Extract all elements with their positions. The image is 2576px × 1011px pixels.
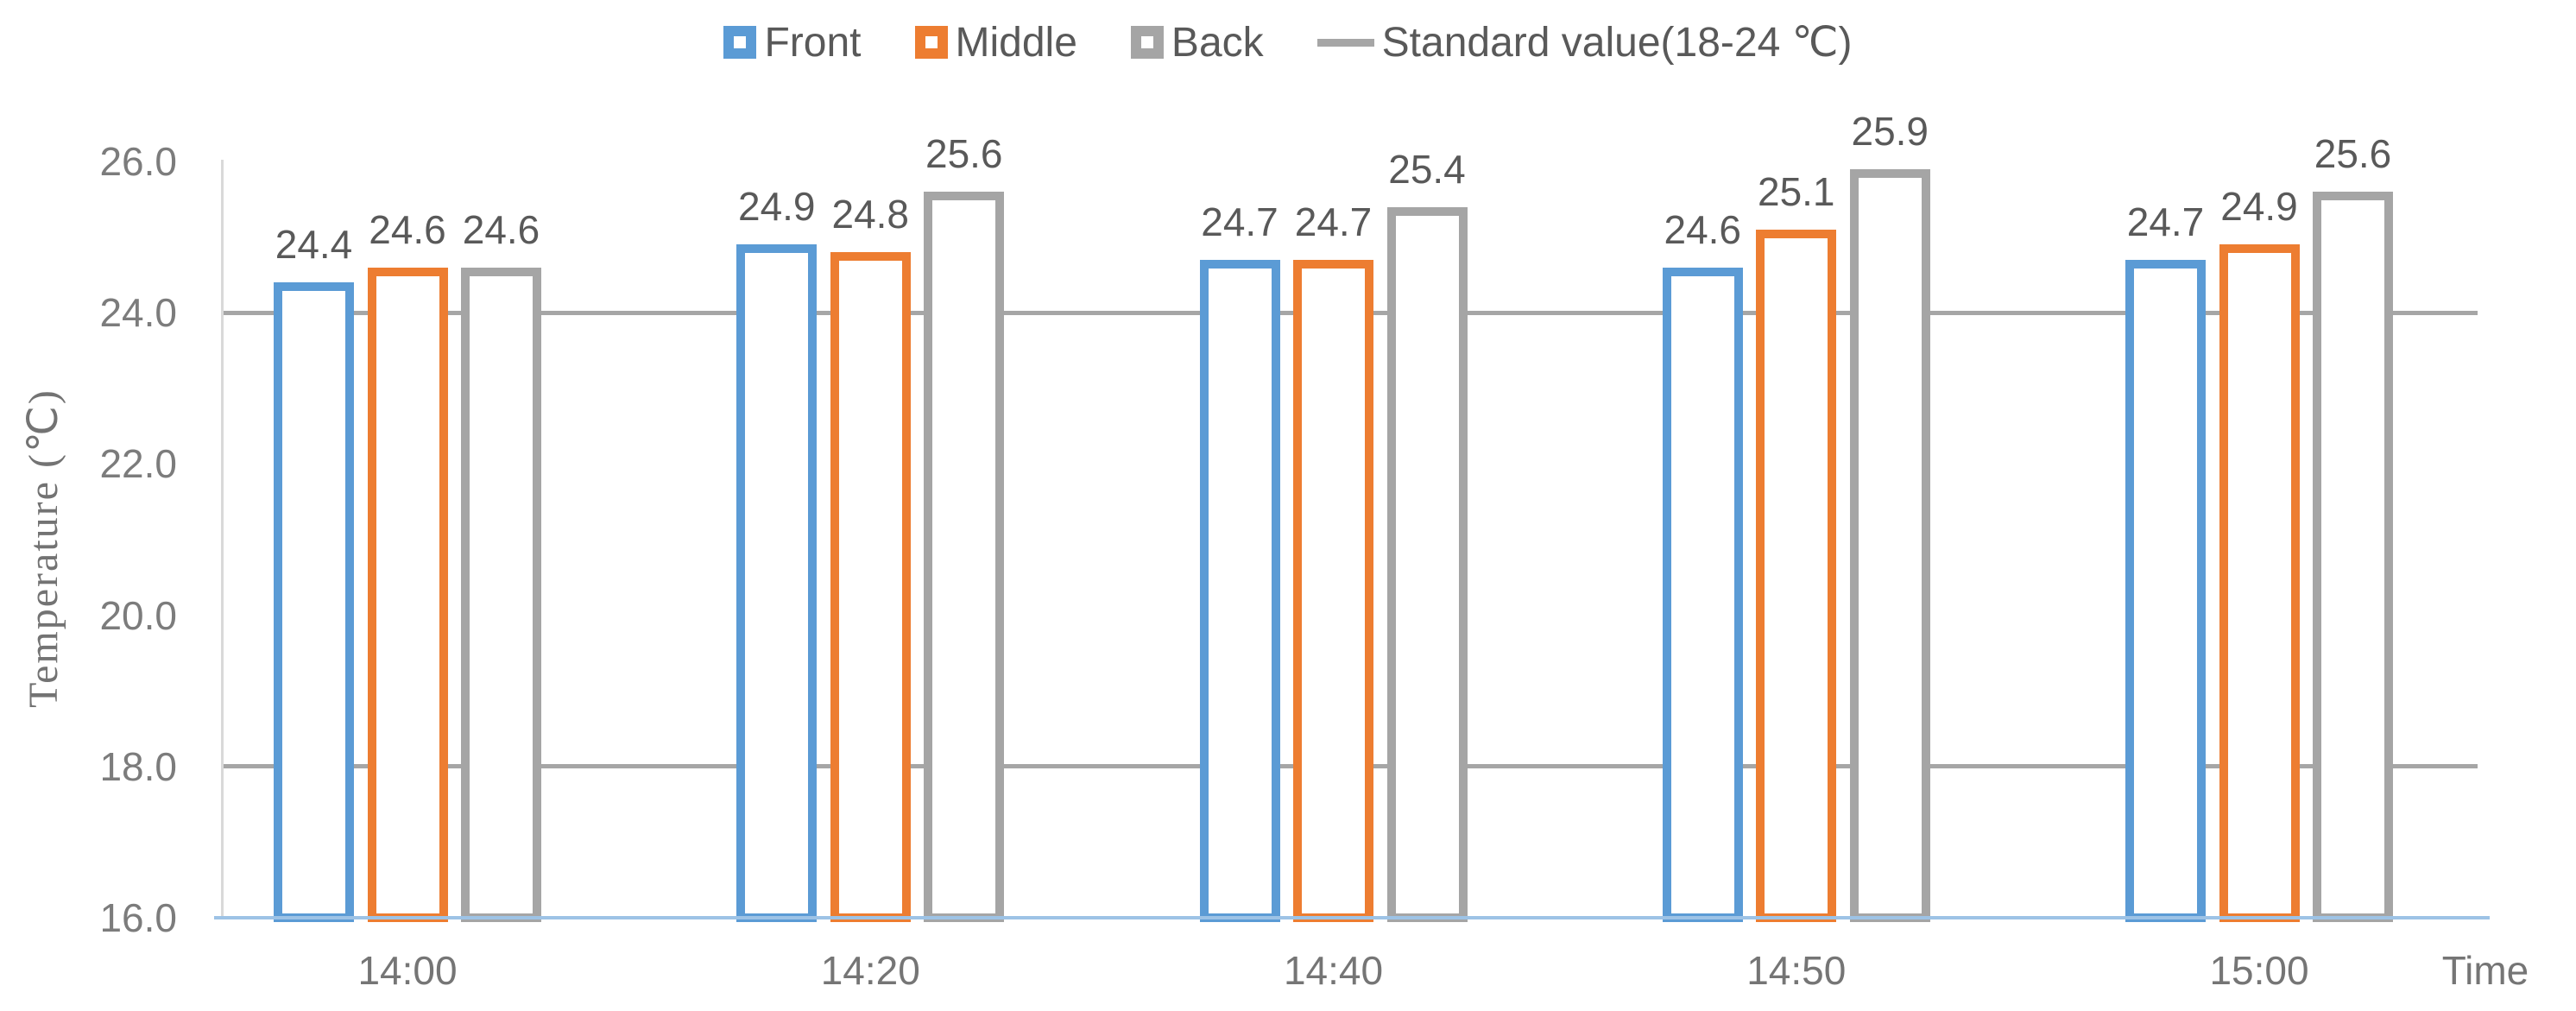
y-tick-label: 20.0	[99, 592, 177, 638]
x-axis-title: Time	[2441, 948, 2529, 993]
bar-middle-2	[830, 252, 911, 922]
legend-item-standard-value: Standard value(18-24 ℃)	[1316, 18, 1853, 66]
legend-line-marker-icon	[1316, 38, 1374, 47]
bar-back-4	[1849, 168, 1930, 922]
data-label-middle-1: 24.6	[369, 206, 446, 252]
y-tick-label: 16.0	[99, 895, 177, 940]
x-tick-label-1440: 14:40	[1283, 948, 1384, 993]
legend-square-marker-icon	[1130, 26, 1164, 59]
bar-back-1	[461, 267, 541, 922]
bar-middle-3	[1293, 259, 1373, 922]
data-label-back-5: 25.6	[2314, 131, 2392, 177]
bar-front-5	[2125, 259, 2206, 922]
data-label-middle-4: 25.1	[1757, 168, 1835, 214]
legend-square-marker-icon	[914, 26, 948, 59]
x-tick-label-1400: 14:00	[357, 948, 458, 993]
y-tick-label: 24.0	[99, 290, 177, 336]
bar-middle-4	[1756, 229, 1837, 922]
bar-middle-5	[2219, 244, 2300, 922]
data-label-front-2: 24.9	[737, 184, 816, 230]
bar-back-2	[924, 192, 1005, 922]
data-label-front-3: 24.7	[1201, 199, 1279, 244]
y-tick-label: 22.0	[99, 441, 177, 487]
legend-label: Back	[1171, 19, 1264, 66]
legend-item-front: Front	[723, 19, 862, 66]
bar-middle-1	[367, 267, 448, 922]
x-tick-label-1450: 14:50	[1746, 948, 1847, 993]
data-label-middle-5: 24.9	[2220, 184, 2298, 230]
x-axis-line	[214, 916, 2490, 919]
legend-label: Front	[764, 19, 862, 66]
bar-front-2	[736, 244, 818, 922]
legend-label: Standard value(18-24 ℃)	[1381, 20, 1853, 66]
x-tick-label-1420: 14:20	[820, 948, 920, 993]
legend-item-back: Back	[1130, 19, 1264, 66]
legend-label: Middle	[955, 19, 1077, 66]
y-tick-label: 18.0	[99, 743, 177, 789]
data-label-front-4: 24.6	[1664, 206, 1742, 252]
data-label-back-1: 24.6	[462, 206, 540, 252]
data-label-back-4: 25.9	[1851, 108, 1929, 154]
data-label-back-3: 25.4	[1388, 146, 1466, 192]
bar-front-4	[1662, 267, 1743, 922]
y-tick-label: 26.0	[99, 139, 177, 184]
bar-front-3	[1199, 259, 1280, 922]
data-label-front-5: 24.7	[2126, 199, 2205, 244]
y-axis-title: Temperature (℃)	[21, 389, 66, 708]
data-label-middle-2: 24.8	[831, 192, 910, 237]
chart-legend: Front Middle Back Standard value(18-24 ℃)	[0, 12, 2576, 73]
y-axis-line	[221, 160, 224, 918]
data-label-middle-3: 24.7	[1294, 199, 1373, 244]
data-label-back-2: 25.6	[925, 131, 1003, 177]
bar-front-1	[274, 282, 354, 922]
legend-item-middle: Middle	[914, 19, 1077, 66]
legend-square-marker-icon	[723, 26, 757, 59]
x-tick-label-1500: 15:00	[2209, 948, 2309, 993]
data-label-front-1: 24.4	[275, 222, 353, 268]
bar-back-3	[1386, 206, 1468, 922]
bar-back-5	[2313, 192, 2393, 922]
